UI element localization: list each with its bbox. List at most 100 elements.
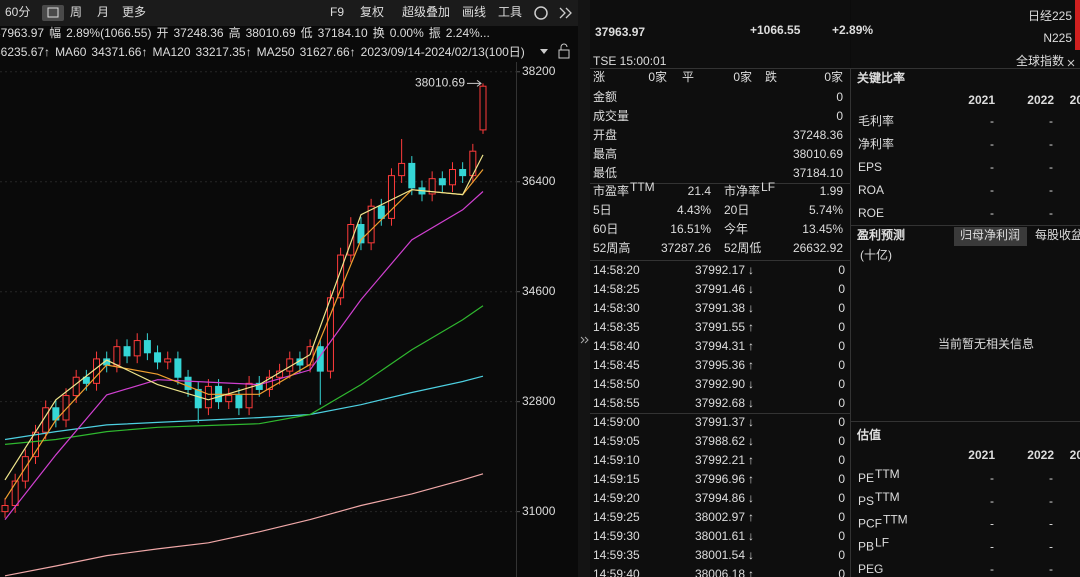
dropdown-icon[interactable]	[540, 49, 548, 54]
candle-body	[174, 358, 182, 378]
ma-item: MA250	[257, 45, 295, 59]
toolbar-button[interactable]: 超级叠加	[402, 4, 450, 19]
breadth-value: 0家	[824, 69, 843, 84]
candle-body	[11, 480, 19, 507]
close-icon[interactable]	[1067, 59, 1075, 67]
valuation-value: -	[1049, 539, 1053, 553]
empty-message: 当前暂无相关信息	[938, 336, 1034, 351]
annotation-arrow	[467, 79, 482, 87]
ratio-value: -	[990, 160, 994, 174]
ratio-label: 净利率	[858, 136, 894, 151]
toolbar-button[interactable]: 月	[97, 5, 109, 19]
trade-direction: ↓	[748, 548, 754, 562]
quote-item: 37184.10	[318, 26, 368, 40]
stat-value: 37248.36	[793, 128, 843, 142]
quote-item: 2.89%(1066.55)	[66, 26, 151, 40]
trade-direction: ↓	[748, 301, 754, 315]
toolbar-button[interactable]: 复权	[360, 5, 384, 19]
toolbar-button[interactable]: 周	[70, 5, 82, 19]
valuation-value: -	[990, 471, 994, 485]
toolbar-button[interactable]: F9	[330, 5, 344, 19]
stat-label: 52周高	[593, 240, 630, 255]
candle-body	[93, 358, 101, 384]
chart-type-button[interactable]	[42, 5, 64, 21]
candle-body	[448, 169, 456, 186]
trade-direction: ↑	[748, 358, 754, 372]
candle-body	[1, 505, 9, 513]
ratio-label: ROE	[858, 206, 884, 220]
y-tick-label: 32800	[522, 394, 556, 408]
quote-item: 振	[429, 26, 441, 40]
valuation-value: -	[1049, 562, 1053, 576]
tab[interactable]: 归母净利润	[960, 228, 1020, 242]
change: +1066.55	[750, 23, 801, 37]
quote-time: TSE 15:00:01	[593, 54, 667, 68]
candle-body	[235, 395, 243, 409]
trade-price: 37992.90	[695, 377, 745, 391]
ratio-label: ROA	[858, 183, 884, 197]
ratio-value: -	[990, 183, 994, 197]
change-percent: +2.89%	[832, 23, 873, 37]
toolbar-button[interactable]: 画线	[462, 5, 486, 19]
valuation-value: -	[1049, 471, 1053, 485]
year-header: 20	[1070, 93, 1080, 107]
settings-icon[interactable]	[534, 6, 548, 20]
quote-item: 2.24%...	[446, 26, 490, 40]
breadth-value: 0家	[648, 69, 667, 84]
trade-direction: ↑	[748, 320, 754, 334]
trade-time: 14:59:40	[593, 567, 640, 577]
stat-value: 5.74%	[809, 203, 843, 217]
tab[interactable]: 每股收盆	[1035, 227, 1080, 242]
accent-bar	[1075, 0, 1080, 50]
year-header: 2022	[1027, 93, 1054, 107]
ratio-value: -	[990, 206, 994, 220]
trade-price: 37988.62	[695, 434, 745, 448]
toolbar-button[interactable]: 60分	[5, 5, 30, 19]
expand-icon[interactable]	[559, 7, 572, 19]
lock-icon[interactable]	[558, 49, 570, 59]
candle-body	[194, 388, 202, 409]
ma-item: 2023/09/14-2024/02/13(100日)	[361, 45, 525, 59]
stat-label: 最高	[593, 146, 617, 161]
valuation-value: -	[990, 539, 994, 553]
instrument-name: 日经225	[1028, 9, 1072, 23]
trade-direction: ↓	[748, 263, 754, 277]
stat-value: 37184.10	[793, 166, 843, 180]
ratio-value: -	[1049, 114, 1053, 128]
trade-volume: 0	[838, 415, 845, 429]
trade-price: 37992.68	[695, 396, 745, 410]
toolbar-button[interactable]: 更多	[122, 5, 146, 19]
tab-active[interactable]	[954, 227, 1027, 246]
trade-direction: ↓	[748, 282, 754, 296]
trade-volume: 0	[838, 434, 845, 448]
candle-body	[367, 205, 375, 244]
trade-time: 14:59:10	[593, 453, 640, 467]
splitter[interactable]	[578, 0, 590, 577]
ma-item: 31627.66↑	[300, 45, 356, 59]
trade-price: 38001.54	[695, 548, 745, 562]
candle-body	[377, 205, 385, 219]
trade-time: 14:59:25	[593, 510, 640, 524]
trade-price: 37992.21	[695, 453, 745, 467]
ma-line	[4, 305, 484, 445]
stat-label: 开盘	[593, 127, 617, 142]
candle-body	[123, 346, 131, 357]
trade-volume: 0	[838, 282, 845, 296]
trade-direction: ↑	[748, 510, 754, 524]
trade-volume: 0	[838, 548, 845, 562]
trade-volume: 0	[838, 472, 845, 486]
toolbar-button[interactable]: 工具	[498, 5, 522, 19]
trade-time: 14:59:35	[593, 548, 640, 562]
trade-time: 14:58:30	[593, 301, 640, 315]
stat-value: 0	[836, 90, 843, 104]
trade-direction: ↓	[748, 491, 754, 505]
trade-volume: 0	[838, 396, 845, 410]
stat-label: 60日	[593, 222, 618, 236]
trade-volume: 0	[838, 358, 845, 372]
candle-body	[459, 169, 467, 177]
candle-body	[143, 340, 151, 354]
trade-time: 14:59:15	[593, 472, 640, 486]
stat-label: 5日	[593, 203, 612, 217]
trade-time: 14:58:55	[593, 396, 640, 410]
splitter-arrow[interactable]	[580, 336, 589, 344]
